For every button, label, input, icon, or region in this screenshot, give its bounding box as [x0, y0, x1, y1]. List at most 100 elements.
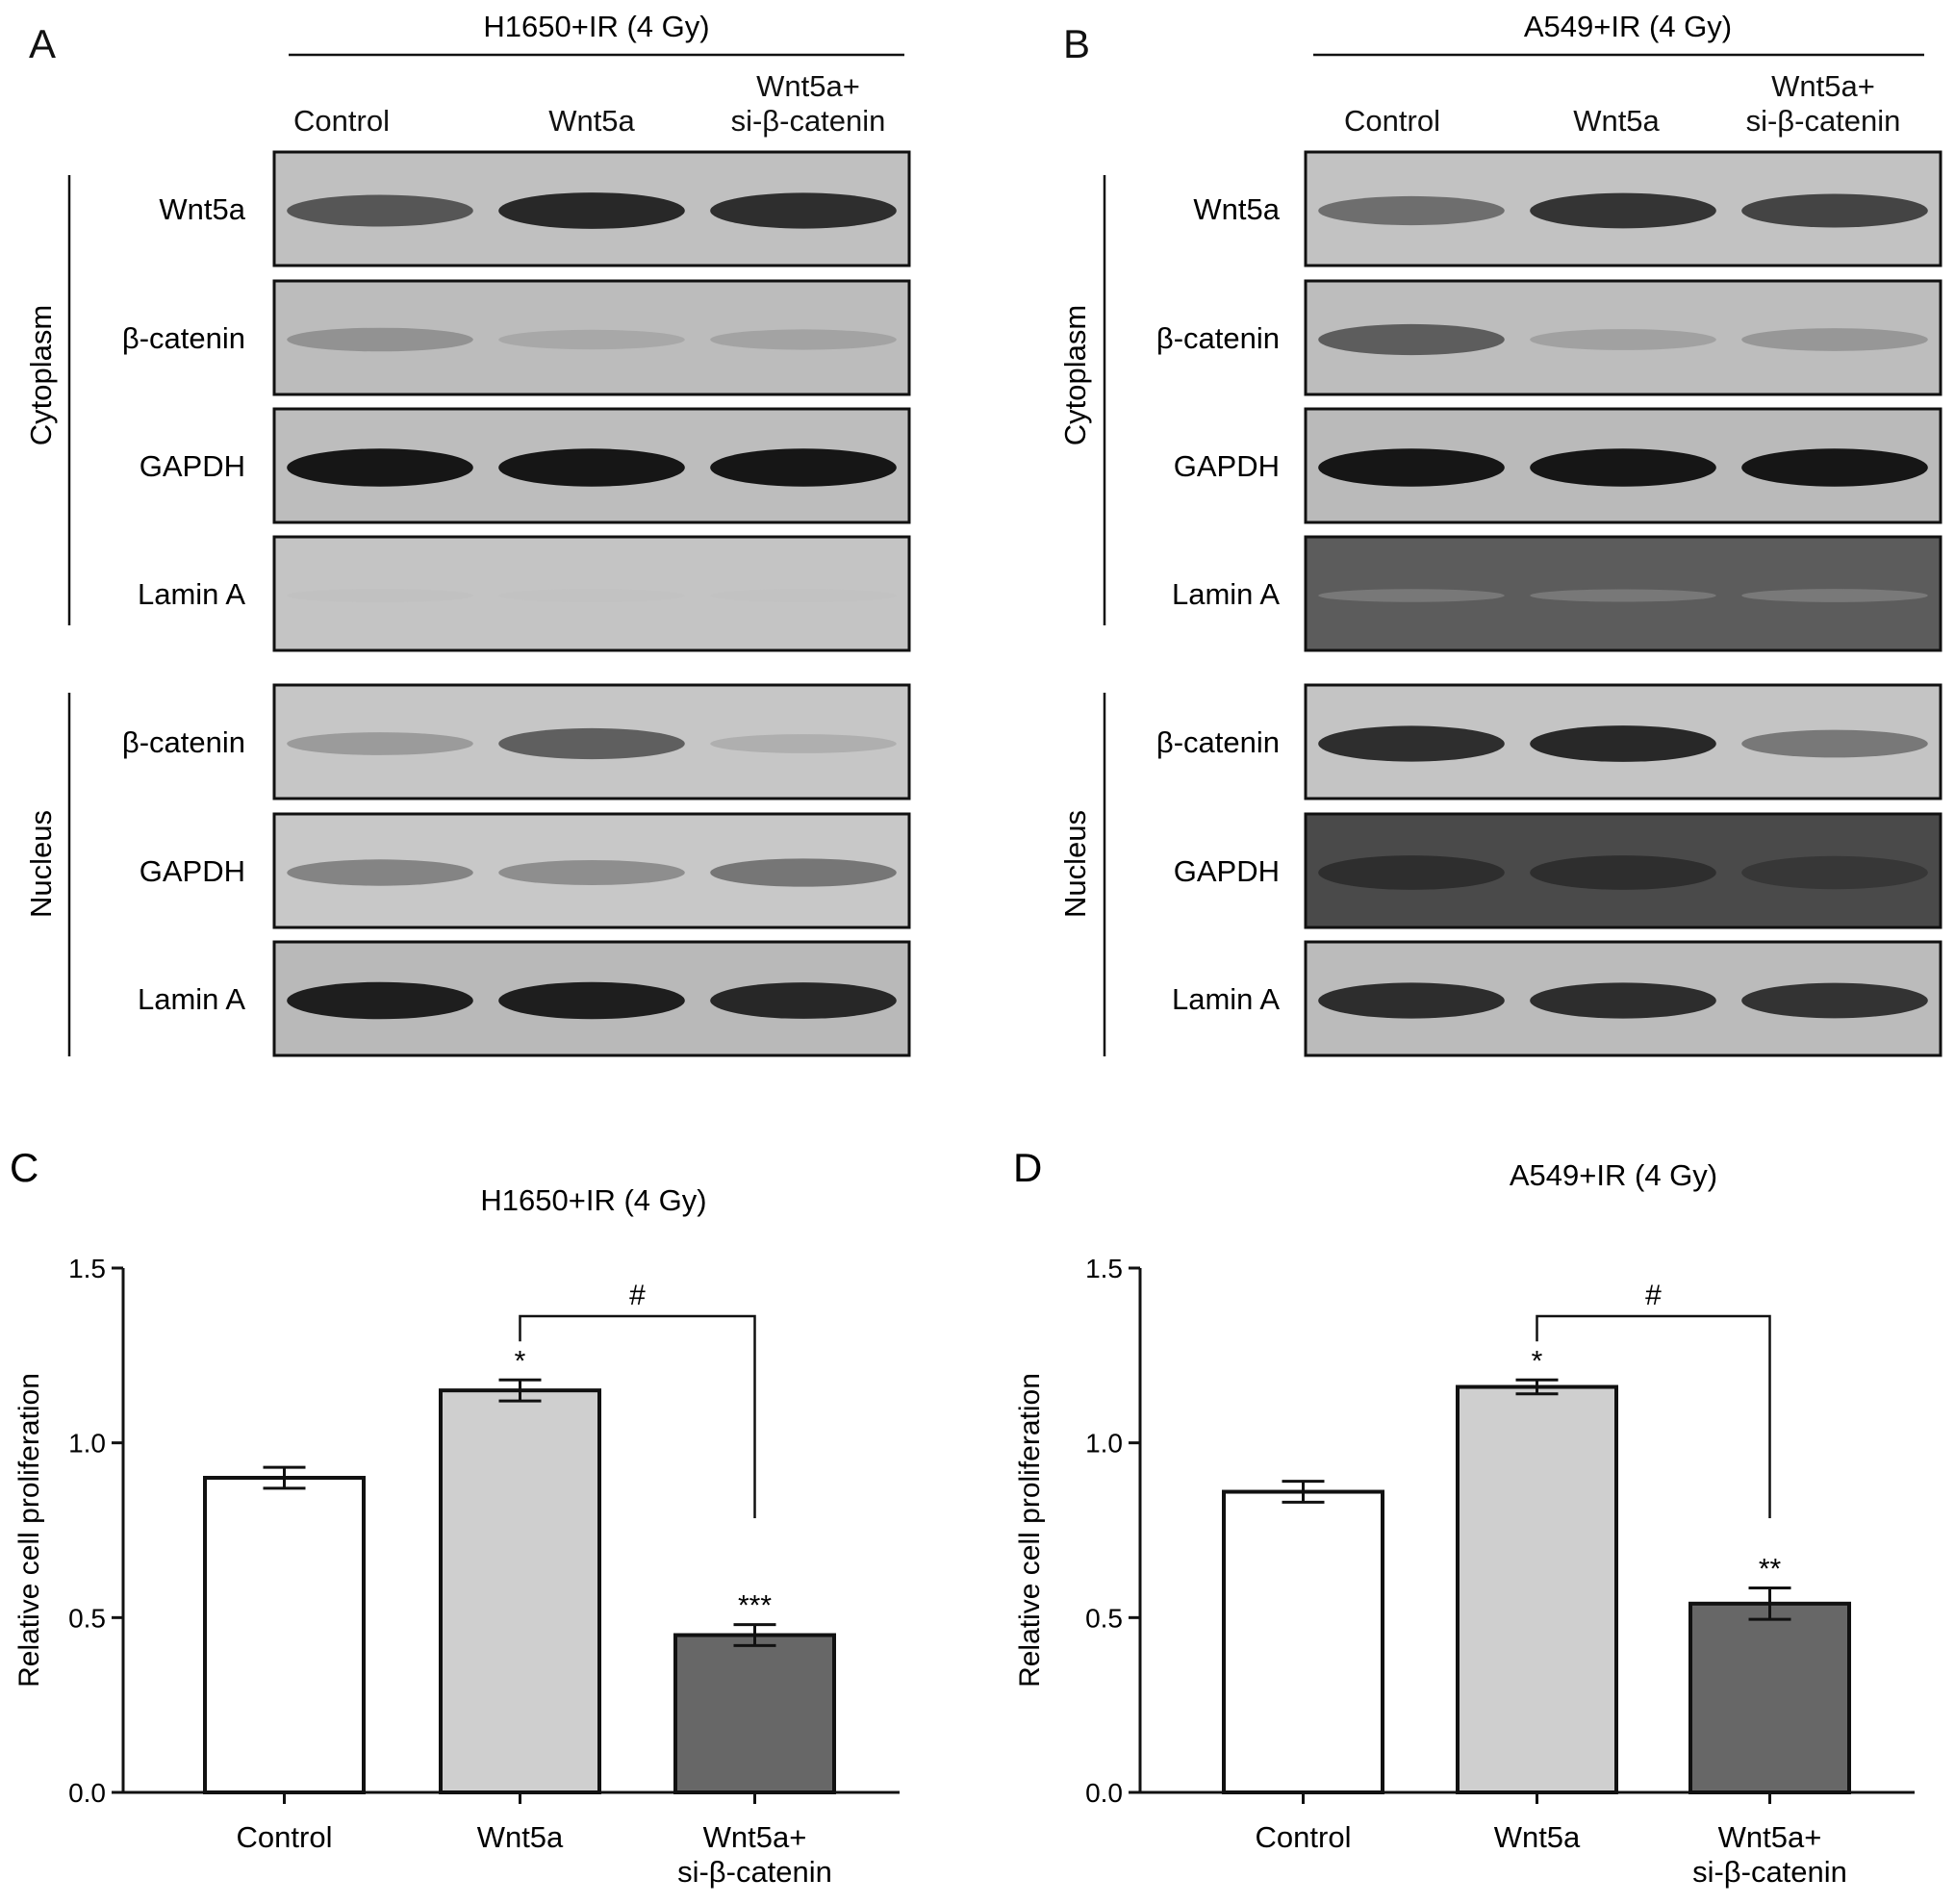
- comparison-label: #: [629, 1280, 646, 1311]
- category-label: Control: [237, 1820, 333, 1854]
- blot-band: [287, 732, 473, 755]
- significance-marker: ***: [738, 1590, 772, 1622]
- blot-band: [1741, 448, 1928, 487]
- blot-band: [1530, 329, 1716, 350]
- blot-band: [287, 981, 473, 1020]
- category-label: Wnt5a+: [703, 1820, 807, 1854]
- blot-band: [1318, 589, 1505, 602]
- blot-band: [710, 858, 897, 887]
- blot-band: [498, 860, 685, 885]
- bar-2: [673, 1633, 836, 1794]
- blot-band: [1318, 323, 1505, 356]
- blot-band: [1318, 448, 1505, 487]
- blot-band: [287, 194, 473, 227]
- panel-letter: C: [10, 1145, 38, 1190]
- category-label: Control: [1256, 1820, 1352, 1854]
- category-label: Wnt5a: [1494, 1820, 1581, 1854]
- category-label: Wnt5a: [477, 1820, 564, 1854]
- blot-row-label: Lamin A: [1172, 577, 1280, 611]
- comparison-bracket: [1536, 1314, 1771, 1518]
- blot-band: [1741, 589, 1928, 602]
- blot-row-label: GAPDH: [1174, 854, 1280, 888]
- blot-strip: [272, 535, 911, 652]
- column-header: Control: [1344, 104, 1440, 138]
- blot-band: [1530, 725, 1716, 762]
- category-label: si-β-catenin: [1692, 1855, 1847, 1889]
- blot-band: [710, 448, 897, 487]
- blot-band: [710, 734, 897, 753]
- column-header: Control: [293, 104, 390, 138]
- blot-band: [498, 727, 685, 760]
- y-tick-label: 1.0: [1085, 1429, 1123, 1459]
- blot-band: [1741, 729, 1928, 758]
- blot-strip: [1304, 535, 1942, 652]
- blot-band: [710, 982, 897, 1019]
- column-header: Wnt5a: [548, 104, 635, 138]
- blot-band: [1530, 589, 1716, 602]
- bar-chart-C: C H1650+IR (4 Gy) 0.0 0.5 1.0 1.5 Relative cel…: [10, 1145, 900, 1889]
- y-tick-label: 1.5: [68, 1254, 106, 1283]
- comparison-label: #: [1645, 1280, 1662, 1311]
- blot-row-label: Lamin A: [138, 982, 245, 1016]
- fraction-label: Cytoplasm: [24, 305, 58, 445]
- y-axis-label: Relative cell proliferation: [13, 1373, 45, 1688]
- significance-marker: *: [1532, 1345, 1543, 1377]
- blot-band: [1318, 982, 1505, 1019]
- blot-band: [498, 589, 685, 602]
- panel-letter: D: [1013, 1145, 1042, 1190]
- blot-band: [1741, 328, 1928, 351]
- blot-row-label: β-catenin: [122, 725, 245, 759]
- blot-row-label: β-catenin: [1156, 321, 1280, 355]
- blot-panel-A: A H1650+IR (4 Gy) Control Wnt5a Wnt5a+si-β-c…: [24, 10, 911, 1057]
- column-header: si-β-catenin: [731, 104, 886, 138]
- blot-band: [710, 589, 897, 602]
- blot-band: [1318, 855, 1505, 890]
- y-tick-label: 0.5: [68, 1603, 106, 1633]
- fraction-label: Nucleus: [24, 810, 58, 918]
- bar-1: [439, 1388, 601, 1794]
- column-header: Wnt5a: [1573, 104, 1660, 138]
- panel-letter: A: [29, 21, 56, 66]
- comparison-bracket: [519, 1314, 756, 1518]
- blot-row-label: GAPDH: [140, 854, 245, 888]
- bar-2: [1688, 1601, 1851, 1795]
- blot-band: [710, 329, 897, 350]
- blot-band: [287, 327, 473, 352]
- bar-0: [1222, 1489, 1384, 1794]
- blot-panel-B: B A549+IR (4 Gy) Control Wnt5a Wnt5a+si-β-ca…: [1058, 10, 1942, 1057]
- blot-row-label: Wnt5a: [1193, 192, 1280, 226]
- bar-0: [203, 1476, 366, 1794]
- blot-band: [287, 859, 473, 886]
- fraction-label: Nucleus: [1058, 810, 1092, 918]
- panel-letter: B: [1063, 21, 1090, 66]
- y-axis-label: Relative cell proliferation: [1014, 1373, 1046, 1688]
- blot-band: [1530, 448, 1716, 487]
- blot-band: [710, 192, 897, 229]
- blot-band: [1318, 725, 1505, 762]
- blot-row-label: Lamin A: [1172, 982, 1280, 1016]
- y-tick-label: 0.0: [68, 1778, 106, 1808]
- blot-band: [1530, 192, 1716, 229]
- y-tick-label: 1.0: [68, 1429, 106, 1459]
- chart-title: H1650+IR (4 Gy): [480, 1183, 706, 1217]
- column-header: Wnt5a+: [1771, 69, 1875, 103]
- bar-1: [1456, 1384, 1618, 1794]
- blot-row-label: GAPDH: [140, 449, 245, 483]
- blot-row-label: β-catenin: [122, 321, 245, 355]
- column-header: si-β-catenin: [1746, 104, 1901, 138]
- blot-row-label: β-catenin: [1156, 725, 1280, 759]
- bar-chart-D: D A549+IR (4 Gy) 0.0 0.5 1.0 1.5 Relative cell…: [1013, 1145, 1915, 1889]
- chart-title: A549+IR (4 Gy): [1510, 1158, 1717, 1192]
- category-label: Wnt5a+: [1718, 1820, 1822, 1854]
- blot-band: [1741, 193, 1928, 228]
- blot-band: [1530, 855, 1716, 890]
- y-tick-label: 0.5: [1085, 1603, 1123, 1633]
- blot-band: [498, 192, 685, 229]
- y-tick-label: 0.0: [1085, 1778, 1123, 1808]
- y-tick-label: 1.5: [1085, 1254, 1123, 1283]
- blot-band: [1741, 982, 1928, 1019]
- column-header: Wnt5a+: [756, 69, 860, 103]
- significance-marker: *: [515, 1345, 526, 1377]
- blot-band: [1530, 982, 1716, 1019]
